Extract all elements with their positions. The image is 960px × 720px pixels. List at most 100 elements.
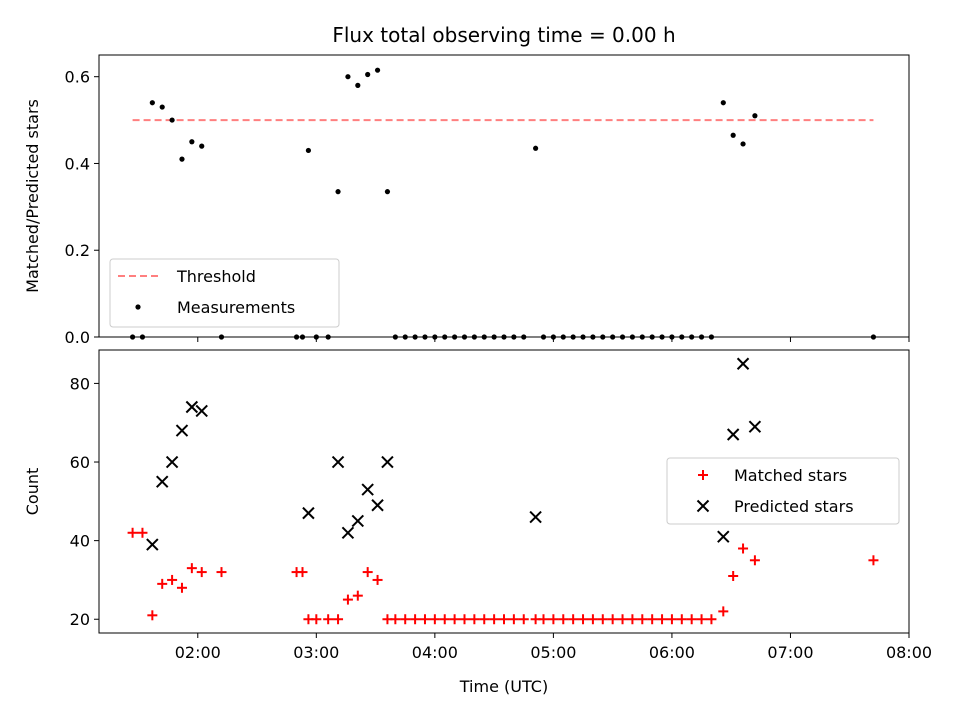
measurement-point (374, 67, 381, 73)
predicted-star-point (371, 499, 384, 512)
predicted-star-point (165, 455, 179, 469)
legend-box (666, 457, 900, 525)
y-axis-label: Matched/Predicted stars (23, 99, 42, 293)
x-stroke-b (185, 400, 199, 414)
axes-frame (98, 54, 910, 338)
matched-star-point (578, 614, 589, 625)
matched-star-point (706, 614, 717, 625)
predicted-star-point (185, 400, 199, 414)
matched-star-point (167, 574, 178, 585)
x-tick-label: 03:00 (293, 643, 339, 662)
predicted-star-point (726, 428, 740, 441)
x-tick-label: 05:00 (530, 643, 576, 662)
x-stroke-b (146, 538, 159, 551)
measurement-point (335, 189, 341, 195)
y-tick-label: 0.2 (65, 241, 90, 260)
x-stroke-b (381, 455, 394, 469)
matched-star-point (352, 590, 363, 601)
y-tick-label: 0.6 (65, 68, 90, 87)
matched-star-point (749, 555, 760, 566)
y-tick-label: 40 (70, 532, 90, 551)
matched-star-point (449, 614, 460, 625)
matched-star-point (538, 614, 549, 625)
plot-marks (127, 357, 879, 625)
measurement-point (159, 104, 165, 110)
measurement-point (305, 147, 312, 154)
matched-star-point (558, 614, 569, 625)
measurement-point (345, 74, 351, 80)
matched-star-point (362, 567, 373, 578)
matched-star-point (479, 614, 490, 625)
matched-star-point (666, 614, 677, 625)
x-stroke-b (696, 499, 710, 513)
x-stroke-b (156, 475, 169, 488)
x-tick-label: 06:00 (649, 643, 695, 662)
matched-star-point (696, 614, 707, 625)
x-stroke-b (748, 420, 762, 433)
x-stroke-b (717, 530, 730, 543)
measurement-point (179, 156, 185, 162)
measurement-point (355, 82, 361, 88)
matched-star-point (429, 614, 440, 625)
matched-star-point (459, 614, 470, 625)
predicted-star-point (195, 404, 208, 418)
matched-star-point (372, 574, 383, 585)
x-stroke-b (341, 526, 355, 539)
x-stroke-b (736, 357, 750, 370)
matched-star-point (607, 614, 618, 625)
y-axis-label: Count (23, 468, 42, 516)
matched-star-point (469, 614, 480, 625)
matched-star-point (568, 614, 579, 625)
predicted-star-point (529, 510, 542, 524)
legend-matched-label: Matched stars (734, 466, 847, 485)
matched-star-point (137, 527, 148, 538)
matched-star-point (489, 614, 500, 625)
measurement-point (740, 141, 746, 147)
y-tick-label: 80 (70, 374, 90, 393)
y-tick-label: 20 (70, 610, 90, 629)
matched-star-point (728, 571, 739, 582)
matched-star-point (216, 567, 227, 578)
measurement-point (169, 117, 175, 123)
measurement-point (730, 132, 736, 138)
matched-star-point (627, 614, 638, 625)
legend-predicted-swatch (696, 499, 710, 513)
matched-star-point (676, 614, 687, 625)
matched-star-point (597, 614, 608, 625)
matched-star-point (196, 567, 207, 578)
matched-star-point (400, 614, 411, 625)
matched-star-point (419, 614, 430, 625)
x-tick-label: 08:00 (886, 643, 932, 662)
y-tick-label: 0.0 (65, 328, 90, 347)
legend: Threshold Measurements (109, 258, 340, 328)
measurement-point (149, 100, 155, 106)
predicted-star-point (341, 526, 355, 539)
legend-predicted-label: Predicted stars (734, 497, 854, 516)
predicted-star-point (175, 424, 189, 437)
measurement-point (189, 139, 195, 145)
x-stroke-b (331, 455, 345, 469)
matched-star-point (390, 614, 401, 625)
matched-star-point (617, 614, 628, 625)
matched-star-point (311, 614, 322, 625)
predicted-star-point (381, 455, 394, 469)
x-stroke-b (175, 424, 189, 437)
predicted-star-point (351, 514, 365, 528)
matched-star-point (686, 614, 697, 625)
matched-star-point (508, 614, 519, 625)
x-stroke-b (195, 404, 208, 418)
matched-star-point (499, 614, 509, 625)
predicted-star-point (156, 475, 169, 488)
matched-star-point (738, 543, 749, 554)
measurement-point (384, 189, 391, 195)
chart-title: Flux total observing time = 0.00 h (332, 23, 675, 47)
measurement-point (199, 143, 205, 149)
matched-star-point (157, 578, 168, 589)
matched-star-point (548, 614, 559, 625)
predicted-star-point (736, 357, 750, 370)
matched-star-point (297, 567, 308, 578)
predicted-star-point (361, 483, 374, 496)
matched-star-point (718, 606, 729, 617)
legend: Matched stars Predicted stars (666, 457, 900, 525)
